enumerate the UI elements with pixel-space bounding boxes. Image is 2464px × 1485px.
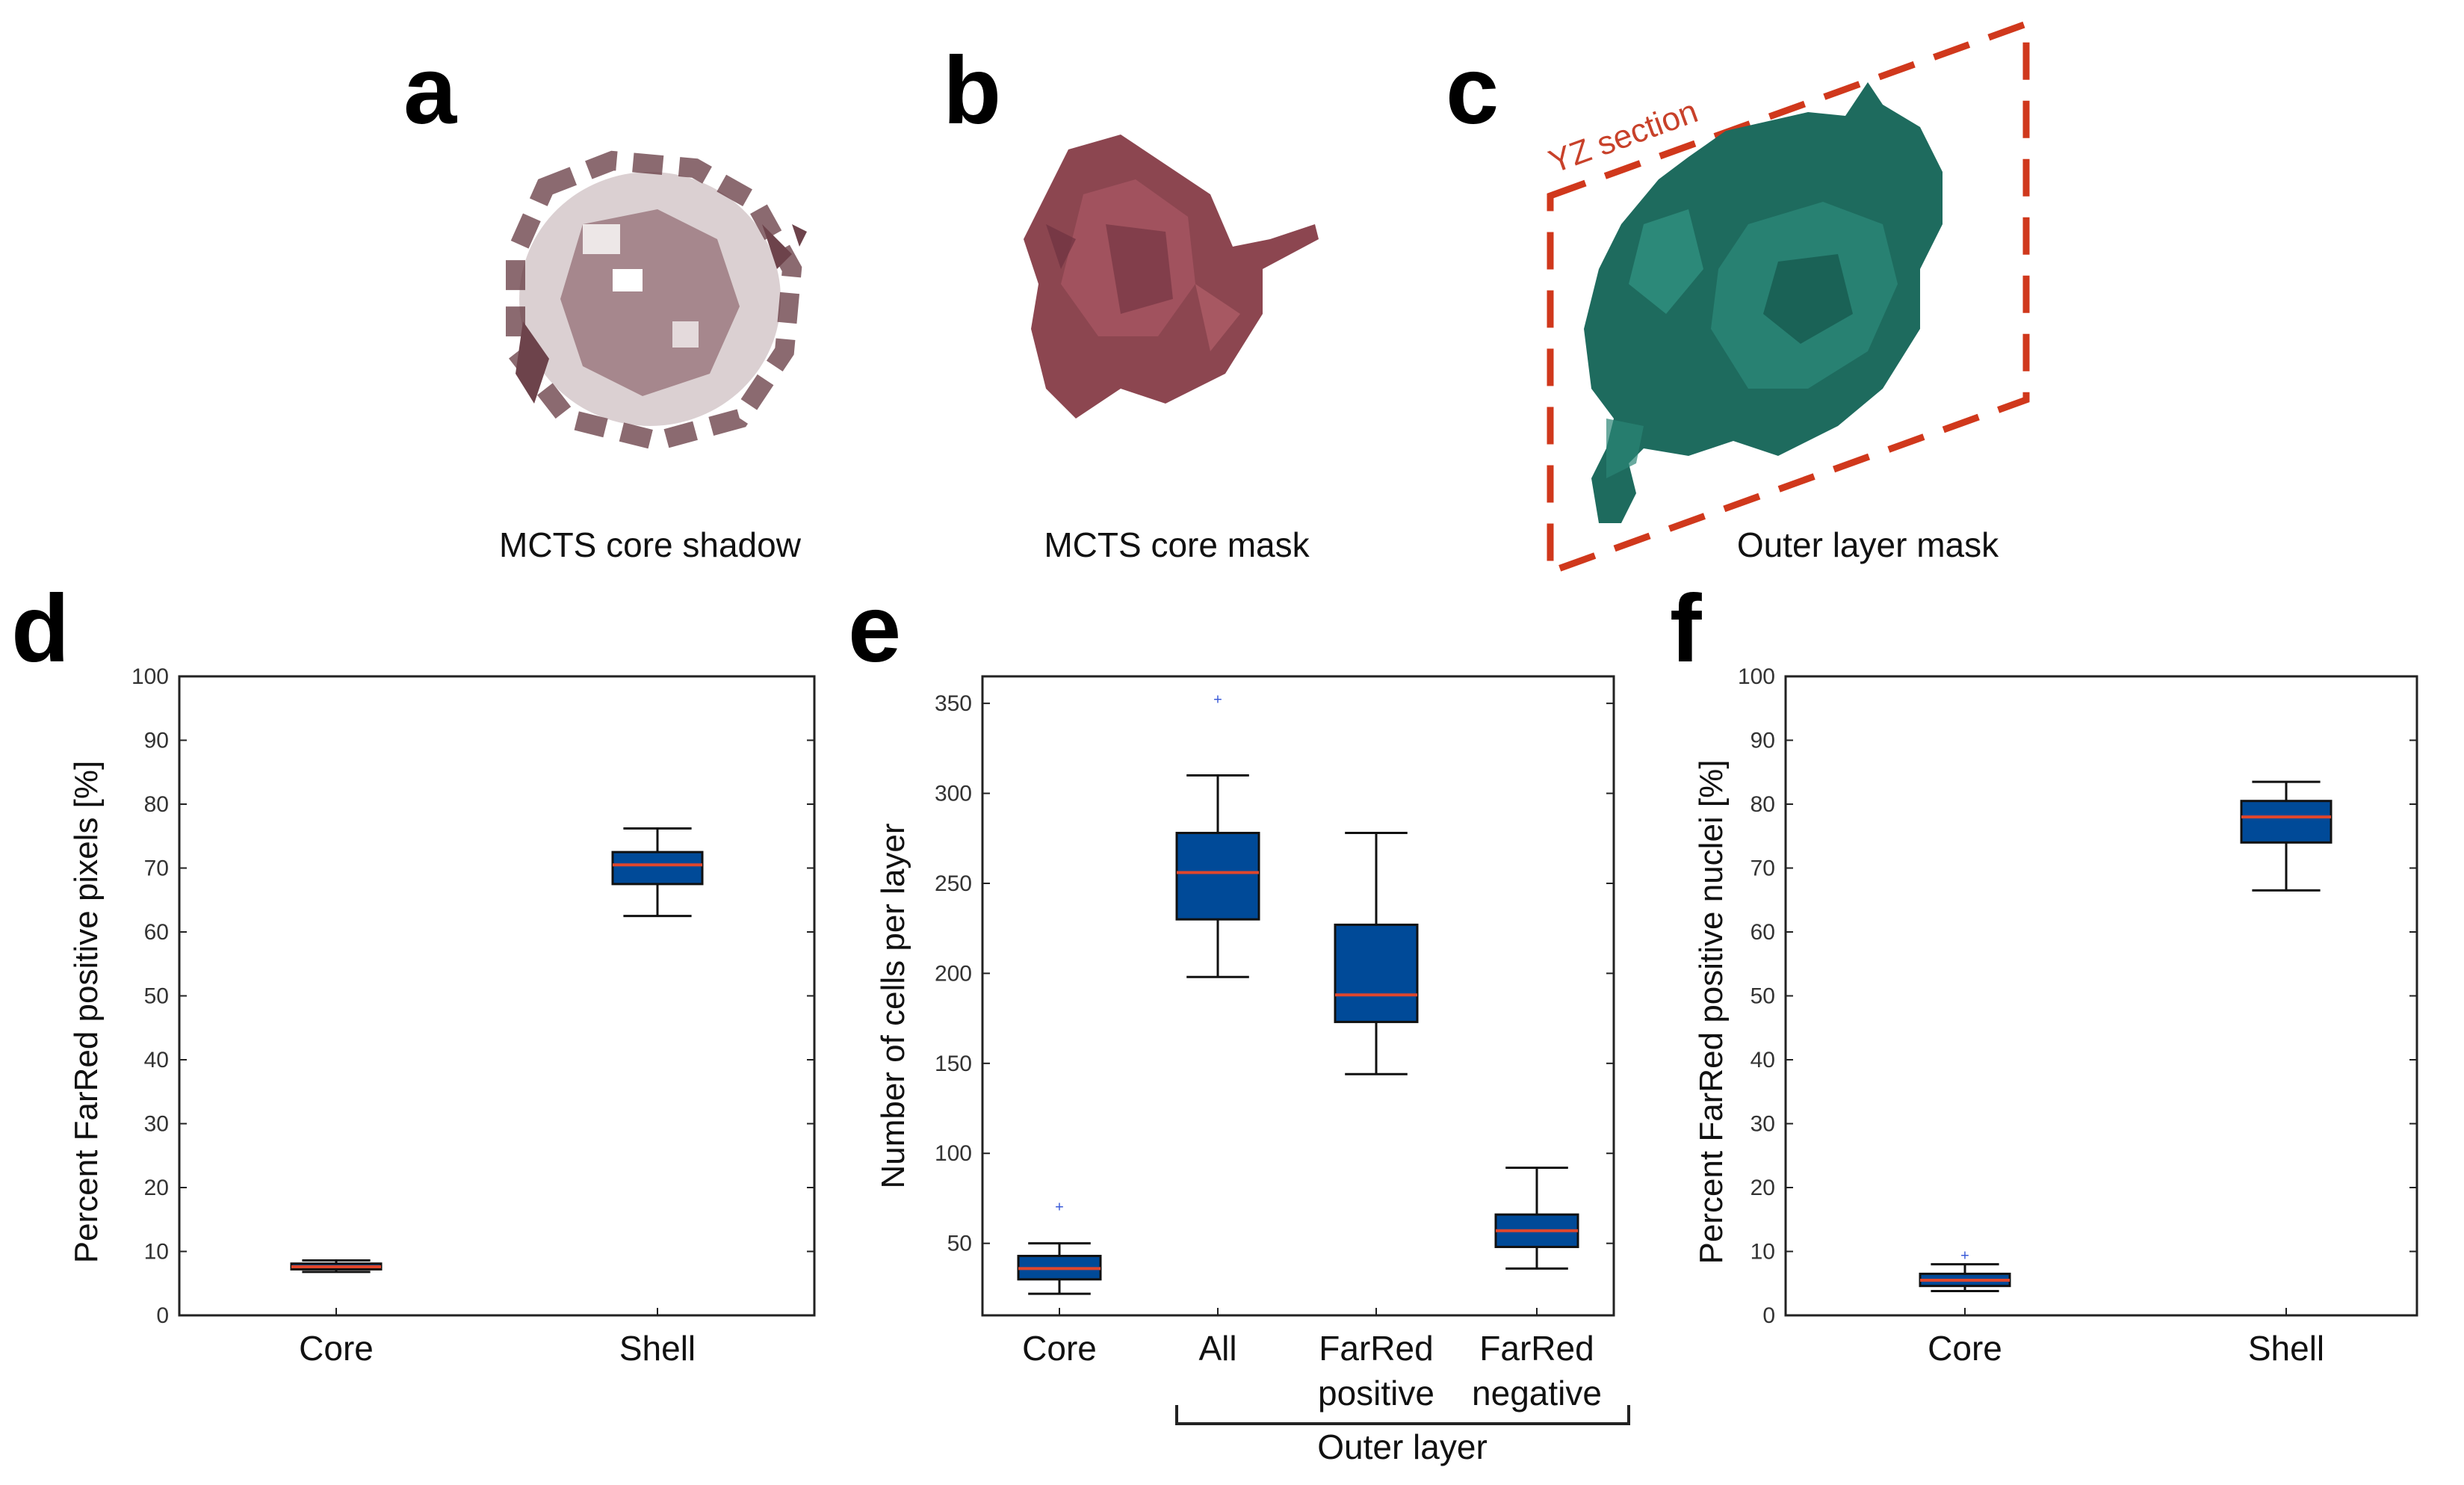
y-tick-label: 50 xyxy=(1751,984,1775,1009)
y-tick-label: 100 xyxy=(131,664,169,689)
outer-layer-mask-image xyxy=(1584,82,1943,523)
y-tick-label: 300 xyxy=(935,782,972,806)
outlier-point: + xyxy=(1960,1247,1969,1264)
y-axis-label-d: Percent FarRed positive pixels [%] xyxy=(68,761,105,1264)
yz-section-frame xyxy=(1547,19,2030,577)
panel-letter-e: e xyxy=(848,575,901,682)
x-category-label: Shell xyxy=(2248,1329,2324,1368)
panel-d: d Percent FarRed positive pixels [%] 0 10… xyxy=(11,575,816,1368)
y-tick-label: 20 xyxy=(1751,1176,1775,1200)
y-tick-label: 150 xyxy=(935,1052,972,1076)
y-tick-label: 10 xyxy=(1751,1240,1775,1265)
x-category-label: All xyxy=(1198,1329,1236,1368)
panel-f: f Percent FarRed positive nuclei [%] 0 10… xyxy=(1670,575,2418,1368)
x-category-label: Core xyxy=(299,1329,374,1368)
y-tick-label: 40 xyxy=(1751,1048,1775,1072)
box-iqr xyxy=(1334,923,1419,1023)
box-iqr xyxy=(2240,800,2333,844)
x-category-label: FarRed xyxy=(1479,1329,1594,1368)
outlier-point: + xyxy=(1055,1199,1064,1215)
y-tick-label: 0 xyxy=(156,1303,169,1328)
chart-e: 50 100 150 200 250 300 350 + Core + All FarRed posit… xyxy=(935,675,1615,1413)
y-tick-label: 40 xyxy=(144,1048,169,1072)
y-tick-label: 0 xyxy=(1762,1303,1775,1328)
panel-letter-f: f xyxy=(1670,575,1702,682)
caption-c: Outer layer mask xyxy=(1737,525,1999,564)
y-axis-label-f: Percent FarRed positive nuclei [%] xyxy=(1693,760,1730,1265)
core-shadow-image xyxy=(506,150,807,451)
y-tick-label: 70 xyxy=(1751,856,1775,881)
axes-frame xyxy=(178,675,816,1317)
box-iqr xyxy=(611,850,704,886)
y-tick-label: 90 xyxy=(144,729,169,753)
x-category-label: Shell xyxy=(619,1329,696,1368)
y-tick-label: 50 xyxy=(947,1232,972,1256)
group-label-outer-layer: Outer layer xyxy=(1317,1427,1488,1466)
y-tick-label: 60 xyxy=(144,920,169,945)
y-tick-label: 50 xyxy=(144,984,169,1009)
x-category-label-line2: positive xyxy=(1318,1374,1434,1413)
y-tick-label: 80 xyxy=(144,792,169,817)
chart-f: 0 10 20 30 40 50 60 70 80 90 100 + Core Shell xyxy=(1738,664,2418,1368)
y-tick-label: 200 xyxy=(935,961,972,986)
core-mask-image xyxy=(1024,135,1319,419)
panel-b: b MCTS core mask xyxy=(943,37,1319,564)
chart-d: 0 10 20 30 40 50 60 70 80 90 100 Core Shell xyxy=(131,664,816,1368)
panel-c: c YZ section Outer layer mask xyxy=(1446,19,2030,577)
caption-b: MCTS core mask xyxy=(1044,525,1310,564)
x-category-label-line2: negative xyxy=(1472,1374,1602,1413)
panel-letter-b: b xyxy=(943,37,1001,144)
panel-letter-d: d xyxy=(11,575,69,682)
box-iqr xyxy=(1175,832,1260,921)
y-tick-label: 30 xyxy=(144,1112,169,1137)
outer-layer-bracket: Outer layer xyxy=(1175,1405,1630,1466)
y-tick-label: 60 xyxy=(1751,920,1775,945)
axes-frame xyxy=(1784,675,2418,1317)
y-tick-label: 250 xyxy=(935,871,972,896)
panel-a: a MCTS core shadow xyxy=(403,37,807,564)
y-tick-label: 90 xyxy=(1751,729,1775,753)
y-tick-label: 80 xyxy=(1751,792,1775,817)
y-tick-label: 70 xyxy=(144,856,169,881)
x-category-label: Core xyxy=(1928,1329,2002,1368)
axes-frame xyxy=(981,675,1615,1317)
panel-letter-c: c xyxy=(1446,37,1499,144)
y-tick-label: 100 xyxy=(1738,664,1775,689)
x-category-label: FarRed xyxy=(1319,1329,1433,1368)
y-tick-label: 20 xyxy=(144,1176,169,1200)
y-axis-label-e: Number of cells per layer xyxy=(875,823,911,1188)
panel-e: e Number of cells per layer 50 100 150 200 2… xyxy=(848,575,1630,1466)
caption-a: MCTS core shadow xyxy=(499,525,802,564)
y-tick-label: 10 xyxy=(144,1240,169,1265)
panel-letter-a: a xyxy=(403,37,457,144)
y-tick-label: 30 xyxy=(1751,1112,1775,1137)
y-tick-label: 100 xyxy=(935,1141,972,1166)
x-category-label: Core xyxy=(1022,1329,1097,1368)
y-tick-label: 350 xyxy=(935,691,972,716)
outlier-point: + xyxy=(1213,691,1222,708)
